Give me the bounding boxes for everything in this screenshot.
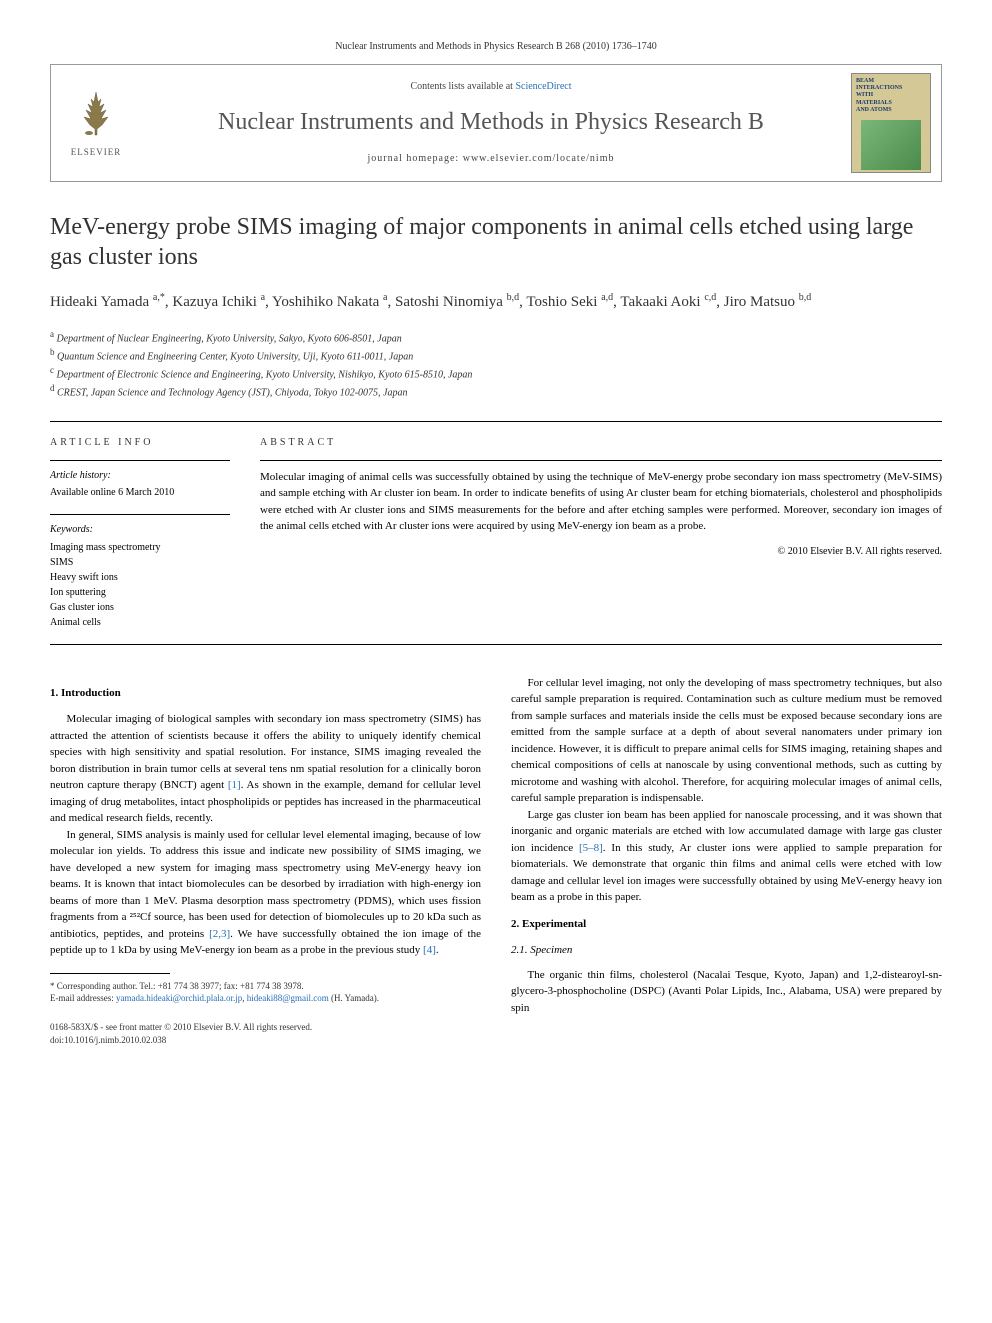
keyword-item: Animal cells xyxy=(50,615,230,630)
history-label: Article history: xyxy=(50,469,230,483)
abstract-rule xyxy=(260,460,942,461)
email-label: E-mail addresses: xyxy=(50,993,116,1003)
keyword-item: SIMS xyxy=(50,555,230,570)
keywords-list: Imaging mass spectrometrySIMSHeavy swift… xyxy=(50,540,230,630)
contents-available-line: Contents lists available at ScienceDirec… xyxy=(161,80,821,94)
intro-heading: 1. Introduction xyxy=(50,685,481,702)
body-p4: Large gas cluster ion beam has been appl… xyxy=(511,807,942,906)
email-link-1[interactable]: yamada.hideaki@orchid.plala.or.jp xyxy=(116,993,242,1003)
experimental-heading: 2. Experimental xyxy=(511,916,942,933)
ref-link-58[interactable]: [5–8] xyxy=(579,842,603,854)
cover-line1: BEAM xyxy=(856,78,926,85)
keyword-item: Gas cluster ions xyxy=(50,600,230,615)
affiliation-line: a Department of Nuclear Engineering, Kyo… xyxy=(50,328,942,346)
article-info-heading: ARTICLE INFO xyxy=(50,436,230,450)
journal-cover-thumbnail: BEAM INTERACTIONS WITH MATERIALS AND ATO… xyxy=(851,73,931,173)
journal-name: Nuclear Instruments and Methods in Physi… xyxy=(161,106,821,140)
info-rule-2 xyxy=(50,514,230,515)
info-rule xyxy=(50,460,230,461)
sciencedirect-link[interactable]: ScienceDirect xyxy=(515,81,571,92)
cover-image-placeholder xyxy=(861,120,921,170)
cover-line5: AND ATOMS xyxy=(856,107,926,114)
publisher-logo-box: ELSEVIER xyxy=(51,65,141,181)
journal-masthead: ELSEVIER Contents lists available at Sci… xyxy=(50,64,942,182)
body-p3: For cellular level imaging, not only the… xyxy=(511,675,942,807)
specimen-heading: 2.1. Specimen xyxy=(511,942,942,959)
article-info-sidebar: ARTICLE INFO Article history: Available … xyxy=(50,436,230,630)
email-line: E-mail addresses: yamada.hideaki@orchid.… xyxy=(50,992,481,1005)
body-p1: Molecular imaging of biological samples … xyxy=(50,711,481,827)
cover-line2: INTERACTIONS xyxy=(856,85,926,92)
running-header: Nuclear Instruments and Methods in Physi… xyxy=(50,40,942,54)
homepage-label: journal homepage: xyxy=(368,153,463,164)
ref-link-1[interactable]: [1] xyxy=(228,779,241,791)
journal-homepage-line: journal homepage: www.elsevier.com/locat… xyxy=(161,152,821,166)
article-title: MeV-energy probe SIMS imaging of major c… xyxy=(50,212,942,272)
doi-line: doi:10.1016/j.nimb.2010.02.038 xyxy=(50,1034,481,1047)
email-link-2[interactable]: hideaki88@gmail.com xyxy=(247,993,329,1003)
affiliation-line: d CREST, Japan Science and Technology Ag… xyxy=(50,382,942,400)
keyword-item: Ion sputtering xyxy=(50,585,230,600)
body-p5: The organic thin films, cholesterol (Nac… xyxy=(511,967,942,1017)
issn-doi-block: 0168-583X/$ - see front matter © 2010 El… xyxy=(50,1021,481,1046)
author-list: Hideaki Yamada a,*, Kazuya Ichiki a, Yos… xyxy=(50,290,942,314)
abstract-copyright: © 2010 Elsevier B.V. All rights reserved… xyxy=(260,545,942,559)
affiliation-line: c Department of Electronic Science and E… xyxy=(50,364,942,382)
footnote-separator xyxy=(50,973,170,974)
abstract-text: Molecular imaging of animal cells was su… xyxy=(260,469,942,535)
keyword-item: Heavy swift ions xyxy=(50,570,230,585)
homepage-url[interactable]: www.elsevier.com/locate/nimb xyxy=(463,153,615,164)
body-p2: In general, SIMS analysis is mainly used… xyxy=(50,827,481,959)
publisher-name: ELSEVIER xyxy=(71,146,122,159)
abstract-column: ABSTRACT Molecular imaging of animal cel… xyxy=(260,436,942,630)
ref-link-4[interactable]: [4] xyxy=(423,944,436,956)
abstract-heading: ABSTRACT xyxy=(260,436,942,450)
section-rule xyxy=(50,421,942,422)
ref-link-23[interactable]: [2,3] xyxy=(209,928,230,940)
affiliations-block: a Department of Nuclear Engineering, Kyo… xyxy=(50,328,942,401)
issn-line: 0168-583X/$ - see front matter © 2010 El… xyxy=(50,1021,481,1034)
keywords-label: Keywords: xyxy=(50,523,230,537)
footnotes-block: * Corresponding author. Tel.: +81 774 38… xyxy=(50,980,481,1005)
section-rule-bottom xyxy=(50,644,942,645)
article-body: 1. Introduction Molecular imaging of bio… xyxy=(50,675,942,1046)
keyword-item: Imaging mass spectrometry xyxy=(50,540,230,555)
elsevier-tree-icon xyxy=(71,87,121,137)
history-value: Available online 6 March 2010 xyxy=(50,486,230,500)
contents-prefix: Contents lists available at xyxy=(410,81,515,92)
affiliation-line: b Quantum Science and Engineering Center… xyxy=(50,346,942,364)
corresponding-author-note: * Corresponding author. Tel.: +81 774 38… xyxy=(50,980,481,993)
cover-line4: MATERIALS xyxy=(856,100,926,107)
cover-line3: WITH xyxy=(856,92,926,99)
